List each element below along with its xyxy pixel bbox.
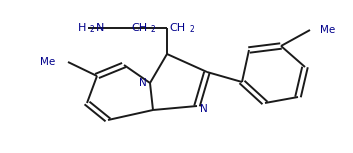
Text: CH: CH xyxy=(131,23,147,33)
Text: N: N xyxy=(200,104,208,114)
Text: H: H xyxy=(78,23,86,33)
Text: 2: 2 xyxy=(90,25,95,34)
Text: CH: CH xyxy=(170,23,186,33)
Text: 2: 2 xyxy=(151,25,155,34)
Text: Me: Me xyxy=(320,25,335,35)
Text: N: N xyxy=(139,78,147,88)
Text: N: N xyxy=(96,23,104,33)
Text: 2: 2 xyxy=(190,25,195,34)
Text: Me: Me xyxy=(40,57,55,67)
